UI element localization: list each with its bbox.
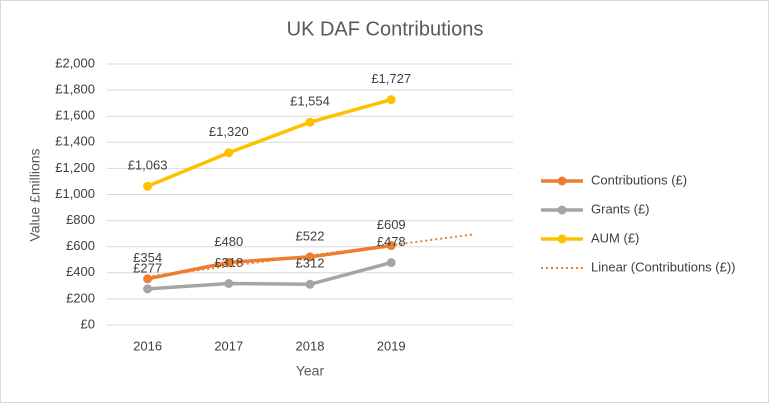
- point: [224, 257, 234, 267]
- x-axis-title: Year: [296, 363, 325, 379]
- data-label: £522: [296, 228, 325, 243]
- x-tick-label: 2018: [296, 338, 325, 353]
- x-tick-label: 2016: [133, 338, 162, 353]
- data-label: £480: [214, 234, 243, 249]
- x-tick-label: 2017: [214, 338, 243, 353]
- data-label: £354: [133, 250, 162, 265]
- data-label: £1,063: [128, 158, 168, 173]
- legend-marker: [557, 176, 567, 186]
- point: [143, 181, 153, 191]
- y-tick-label: £800: [66, 212, 95, 227]
- point: [305, 117, 315, 127]
- legend-marker: [557, 205, 567, 215]
- point: [143, 274, 153, 284]
- point: [386, 258, 396, 268]
- data-label: £1,554: [290, 94, 330, 109]
- y-tick-label: £1,000: [55, 186, 95, 201]
- y-tick-label: £1,400: [55, 134, 95, 149]
- point: [224, 148, 234, 158]
- y-tick-label: £1,600: [55, 108, 95, 123]
- legend-label: AUM (£): [591, 230, 639, 245]
- series-line: [147, 260, 392, 291]
- y-tick-label: £200: [66, 290, 95, 305]
- data-label: £277: [133, 260, 162, 275]
- point: [305, 279, 315, 289]
- data-label: £318: [214, 255, 243, 270]
- data-label: £478: [377, 234, 406, 249]
- legend-label: Linear (Contributions (£)): [591, 259, 736, 274]
- y-tick-label: £600: [66, 238, 95, 253]
- y-tick-label: £2,000: [55, 55, 95, 70]
- legend-marker: [557, 234, 567, 244]
- y-tick-label: £0: [81, 316, 95, 331]
- point: [224, 279, 234, 289]
- data-label: £1,320: [209, 124, 249, 139]
- data-label: £312: [296, 256, 325, 271]
- x-tick-label: 2019: [377, 338, 406, 353]
- legend-label: Grants (£): [591, 201, 650, 216]
- legend-label: Contributions (£): [591, 172, 687, 187]
- series-line: [146, 97, 392, 188]
- data-label: £609: [377, 217, 406, 232]
- point: [143, 284, 153, 294]
- y-tick-label: £1,800: [55, 82, 95, 97]
- chart-title: UK DAF Contributions: [287, 18, 484, 40]
- y-tick-label: £400: [66, 264, 95, 279]
- point: [386, 95, 396, 105]
- data-label: £1,727: [371, 71, 411, 86]
- y-tick-label: £1,200: [55, 160, 95, 175]
- y-axis-title: Value £millions: [27, 148, 43, 241]
